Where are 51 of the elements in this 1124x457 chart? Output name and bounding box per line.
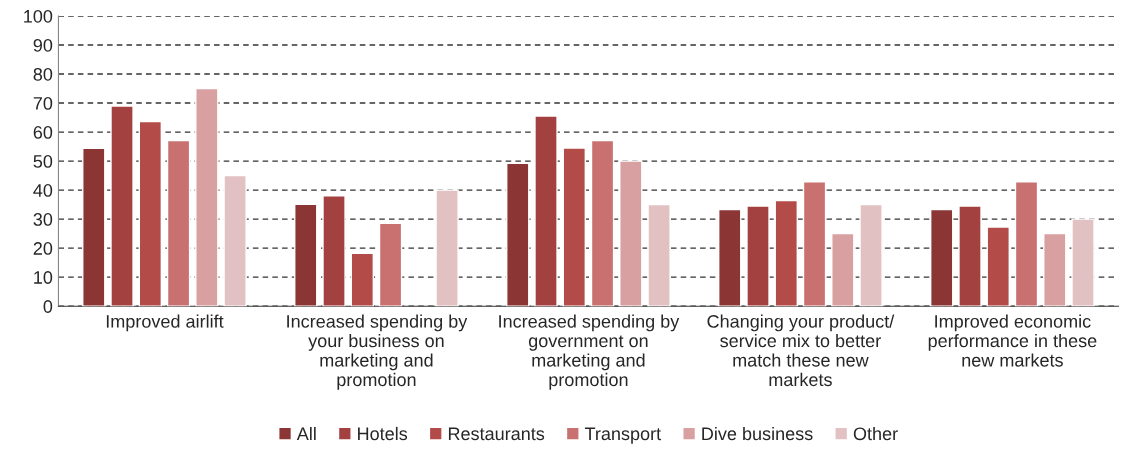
legend-label: Other — [853, 426, 898, 441]
y-tick-label: 80 — [33, 67, 53, 81]
x-tick-label: Increased spending by your business on marketing and promotion — [287, 314, 468, 390]
bar — [223, 174, 247, 307]
bar — [82, 147, 106, 307]
legend-label: Restaurants — [448, 427, 545, 441]
legend-label: Dive business — [702, 426, 813, 441]
bar — [350, 252, 375, 307]
bar — [647, 203, 671, 307]
legend-label: Transport — [584, 427, 661, 444]
bar — [166, 139, 191, 307]
y-tick-label: 10 — [34, 271, 53, 284]
legend-label: All — [296, 426, 316, 440]
bar — [138, 120, 163, 307]
bar — [958, 205, 982, 307]
bar — [435, 189, 459, 307]
bar — [562, 147, 586, 307]
y-tick-label: 30 — [33, 213, 53, 226]
y-tick-label: 70 — [33, 96, 53, 110]
x-tick-label: Improved airlift — [106, 314, 224, 332]
y-tick-label: 20 — [33, 242, 53, 255]
y-tick-label: 100 — [24, 9, 53, 23]
bar — [802, 181, 827, 307]
bar — [195, 87, 219, 307]
y-tick-label: 90 — [33, 38, 53, 52]
bar — [590, 139, 615, 307]
bar — [1043, 232, 1067, 307]
x-tick-label: Increased spending by government on marketing and promotion — [499, 314, 680, 390]
bar — [378, 222, 403, 307]
bar — [294, 203, 318, 307]
bar — [930, 208, 954, 307]
bar — [322, 195, 346, 307]
legend-label: Hotels — [358, 426, 408, 441]
bar — [1071, 218, 1095, 307]
bar — [859, 203, 883, 307]
y-tick-label: 0 — [43, 300, 53, 313]
bar — [1014, 181, 1039, 307]
bar — [718, 208, 742, 307]
y-tick-label: 50 — [33, 155, 53, 168]
bar — [746, 205, 770, 307]
bar — [831, 232, 855, 307]
x-tick-label: Improved economic performance in these new markets — [928, 314, 1097, 367]
bar — [534, 115, 558, 307]
y-tick-label: 40 — [33, 184, 53, 197]
bar — [110, 105, 134, 307]
bar — [506, 162, 530, 307]
bar — [619, 160, 643, 307]
bar — [986, 226, 1010, 307]
bar — [774, 199, 798, 307]
x-tick-label: Changing your product/ service mix to better match these new markets — [707, 314, 895, 387]
y-tick-label: 60 — [33, 126, 53, 139]
